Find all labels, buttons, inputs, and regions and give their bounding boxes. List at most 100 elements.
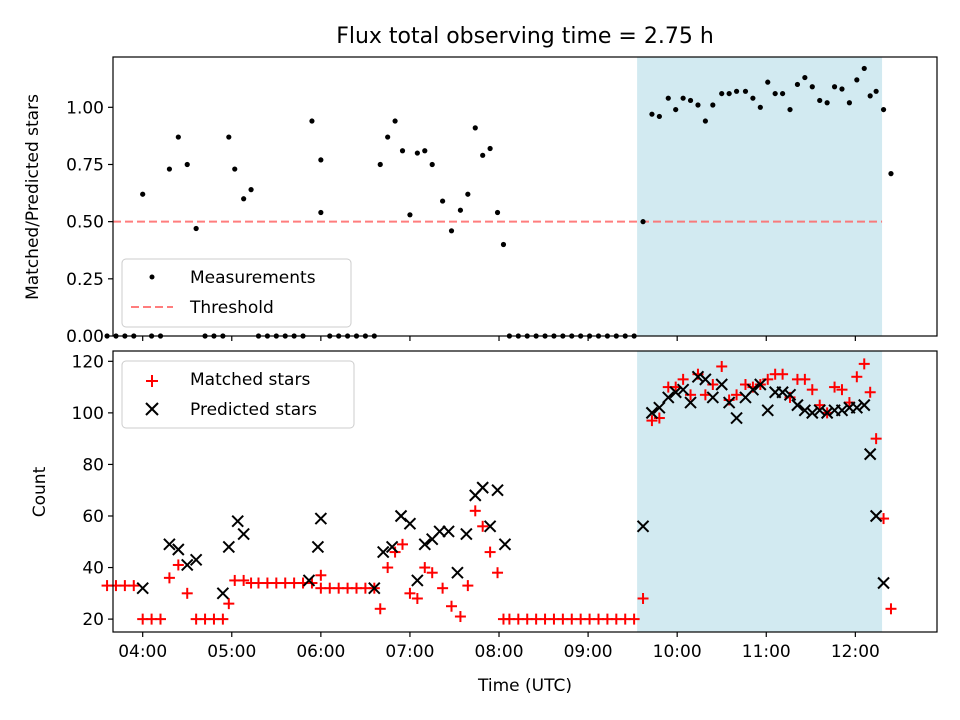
bottom-series0-point-70 [677,373,689,385]
bottom-series1-point-38-b [706,391,720,404]
bottom-series1-point-57-b [850,401,864,414]
bottom-series1-point-30 [645,406,659,420]
bottom-series0-point-16 [238,574,250,586]
bottom-series1-point-44 [754,378,767,391]
bottom-series1-point-58 [858,398,871,412]
bottom-series1-point-33-b [669,386,682,399]
bottom-series1-point-17-b [411,574,424,587]
bottom-y-axis-label: Count [30,466,50,517]
bottom-series1-point-9 [302,574,316,587]
bottom-series1-point-26 [483,520,497,533]
top-series0-point-84 [787,106,793,113]
bottom-series1-point-40 [722,396,736,409]
top-series0-point-46 [480,152,486,158]
bottom-series0-point-39 [419,562,431,574]
bottom-series1-point-25 [476,481,489,494]
bottom-ytick-label-1: 40 [82,559,104,579]
legend-measurements-marker [149,274,155,280]
bottom-series0-point-37 [404,587,416,599]
bottom-xtick-label-8: 12:00 [831,642,880,662]
top-panel: 0.00 0.25 0.50 0.75 1.00 Matched/Predicted s… [23,56,938,347]
bottom-series1-point-13 [377,545,390,559]
bottom-series1-point-49-b [791,398,804,412]
bottom-series1-point-7-b [231,514,244,528]
legend-matched-label: Matched stars [190,370,310,390]
bottom-series1-point-29 [636,520,650,533]
top-series0-point-88 [817,97,823,104]
bottom-series1-point-5 [216,587,230,600]
top-series0-point-70 [680,95,686,101]
bottom-highlight-layer [637,351,883,632]
top-series0-point-15 [232,166,238,172]
top-series0-point-78 [742,88,749,94]
top-series0-point-36 [399,148,406,154]
bottom-series1-point-32-b [662,391,675,404]
bottom-series1-point-50 [798,404,812,417]
top-series0-point-95 [867,93,873,99]
top-series0-point-25 [318,157,324,163]
bottom-series1-point-3 [181,558,194,572]
bottom-series1-point-13-b [377,545,390,559]
bottom-series1-point-53-b [820,406,834,420]
bottom-series1-point-33 [669,386,682,399]
bottom-ytick-label-2: 60 [82,507,104,527]
top-ytick-label-3: 0.75 [66,155,104,175]
bottom-series0-point-7 [163,572,175,584]
top-series0-point-4 [140,191,146,197]
bottom-series0-point-46 [477,520,489,532]
chart-title: Flux total observing time = 2.75 h [336,24,714,49]
bottom-series0-point-13 [217,613,229,625]
bottom-series1-point-32 [662,391,675,404]
bottom-series0-point-75 [716,360,728,372]
legend-measurements-label: Measurements [190,268,316,288]
top-series0-point-39 [422,148,428,154]
top-series0-point-45 [472,125,478,131]
top-series0-point-48 [494,209,501,216]
bottom-series0-point-9 [181,587,193,599]
bottom-series0-point-35 [389,546,401,558]
bottom-series0-point-41 [437,582,449,594]
bottom-ytick-label-4: 100 [72,404,104,424]
bottom-series1-point-21 [442,525,455,538]
top-series0-point-37 [407,212,413,218]
bottom-axes-frame [112,350,938,633]
bottom-series1-point-55 [835,404,849,417]
bottom-series1-point-58-b [858,398,871,412]
top-series0-point-91 [839,86,845,92]
top-series0-point-96 [873,88,879,94]
bottom-series1-point-53 [820,406,834,420]
bottom-xtick-label-2: 06:00 [296,642,345,662]
top-series0-point-65 [640,219,646,225]
x-axis-label: Time (UTC) [477,676,572,696]
top-series0-point-26 [318,209,324,216]
bottom-series1-point-34-b [676,383,690,396]
bottom-series1-point-41 [730,411,743,425]
bottom-ytick-label-0: 20 [82,610,104,630]
top-series0-point-8 [175,134,181,140]
bottom-series0-point-87 [806,384,818,396]
bottom-series1-point-14 [385,540,399,554]
bottom-series0-point-66 [646,415,658,427]
bottom-series1-point-11-b [314,512,328,525]
legend-predicted-marker [145,402,159,416]
bottom-series1-point-4 [189,553,203,567]
top-series0-point-7 [166,166,173,172]
bottom-series1-point-25-b [476,481,489,494]
top-ticks-layer: 0.00 0.25 0.50 0.75 1.00 [66,98,856,347]
bottom-series1-point-17 [411,574,424,587]
bottom-highlight-span [637,351,883,632]
bottom-series1-point-55-b [835,404,849,417]
top-series0-point-40 [429,161,435,168]
top-series0-point-81 [765,79,771,85]
bottom-xtick-label-3: 07:00 [385,642,434,662]
bottom-ticks-layer: 20 40 60 80 100 120 04:00 05:00 06:00 07:00 08:00 0… [72,352,880,662]
bottom-series1-point-6-b [222,540,236,554]
top-series0-point-47 [487,145,493,152]
bottom-series1-point-2 [172,543,185,556]
top-series0-point-69 [673,106,679,113]
bottom-series1-point-43 [746,383,760,396]
bottom-series0-point-93 [851,371,863,383]
bottom-series0-point-25 [315,569,327,581]
top-series0-point-41 [440,198,446,204]
top-series0-point-89 [824,100,830,106]
